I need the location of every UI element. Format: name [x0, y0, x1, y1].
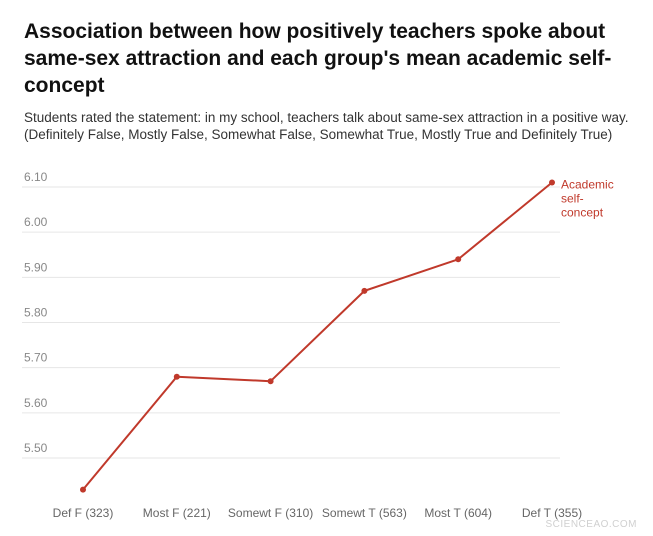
x-tick-label: Most F (221) [143, 506, 211, 520]
series-line [82, 181, 553, 491]
series-layer [80, 179, 555, 493]
y-tick-label: 5.90 [24, 260, 48, 274]
subtitle-line-1: Students rated the statement: in my scho… [24, 110, 629, 125]
y-tick-label: 6.10 [24, 170, 48, 184]
data-point [455, 256, 462, 263]
x-axis-ticks: Def F (323) Most F (221) Somewt F (310) Som… [53, 506, 582, 520]
y-tick-label: 5.80 [24, 306, 48, 320]
series-label: Academic [561, 177, 614, 191]
series-label: concept [561, 205, 604, 219]
x-tick-label: Def F (323) [53, 506, 114, 520]
subtitle-line-2: (Definitely False, Mostly False, Somewha… [24, 127, 613, 142]
watermark: SCIENCEAO.COM [545, 519, 637, 530]
x-tick-label: Somewt T (563) [322, 506, 407, 520]
chart-title: Association between how positively teach… [24, 20, 612, 97]
y-tick-label: 5.70 [24, 351, 48, 365]
y-tick-label: 5.60 [24, 396, 48, 410]
x-tick-label: Def T (355) [522, 506, 582, 520]
chart-subtitle: Students rated the statement: in my scho… [24, 109, 629, 143]
x-tick-label: Somewt F (310) [228, 506, 313, 520]
data-point [549, 179, 555, 186]
data-point [267, 378, 274, 385]
data-point [80, 486, 86, 493]
y-axis-ticks: 5.50 5.60 5.70 5.80 5.90 6.00 6.10 [24, 170, 48, 455]
y-tick-label: 5.50 [24, 441, 48, 455]
data-point [173, 373, 180, 380]
data-point [361, 287, 368, 294]
gridlines [22, 186, 560, 459]
y-tick-label: 6.00 [24, 215, 48, 229]
x-tick-label: Most T (604) [424, 506, 492, 520]
series-label: self- [561, 191, 584, 205]
